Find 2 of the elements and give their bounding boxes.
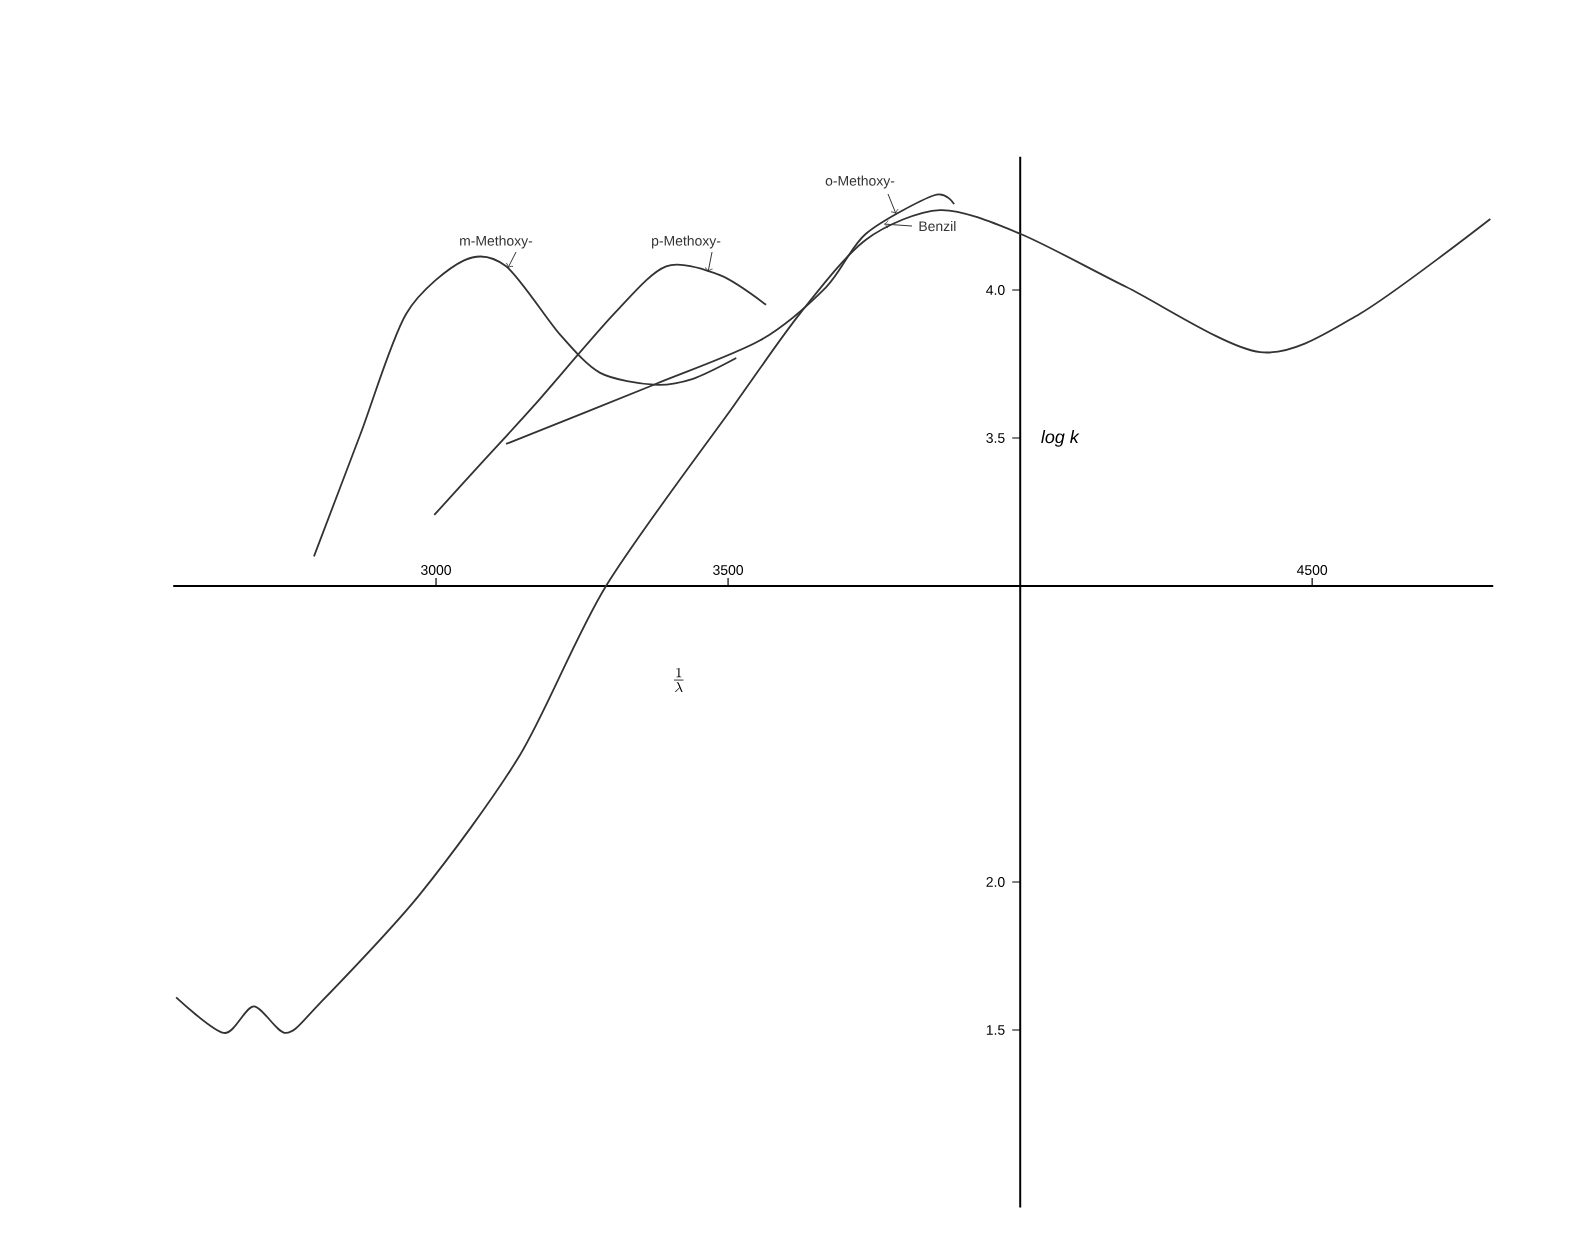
y-axis-title: log k (1041, 430, 1080, 447)
x-axis-title: $\frac{1}{\lambda}$ (674, 667, 684, 693)
